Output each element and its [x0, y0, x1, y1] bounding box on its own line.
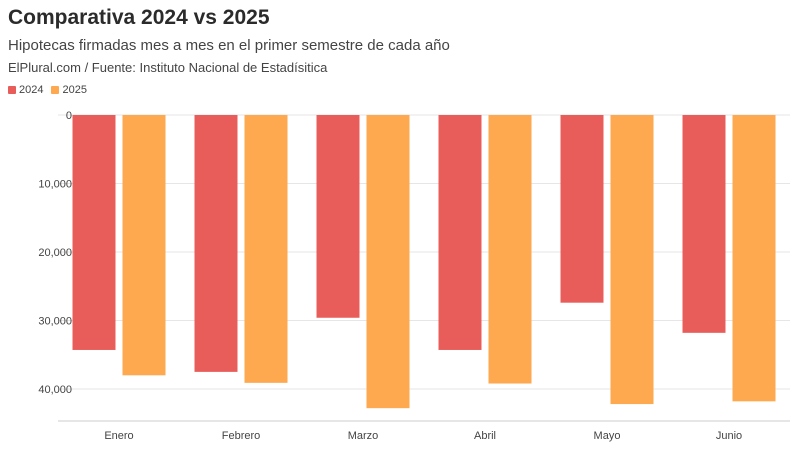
x-tick-label: Junio [716, 430, 742, 442]
bar-2024-junio[interactable] [682, 115, 726, 333]
bar-2025-enero[interactable] [122, 115, 166, 376]
y-tick-label: 30,000 [38, 316, 72, 328]
legend-swatch-2025 [51, 86, 60, 94]
chart-title: Comparativa 2024 vs 2025 [8, 6, 270, 29]
x-tick-label: Enero [104, 430, 133, 442]
bar-2024-enero[interactable] [72, 115, 116, 350]
chart-subtitle: Hipotecas firmadas mes a mes en el prime… [8, 37, 450, 54]
bar-2025-abril[interactable] [488, 115, 532, 384]
legend-label-2025: 2025 [62, 84, 87, 96]
bar-2024-abril[interactable] [438, 115, 482, 350]
x-tick-label: Abril [474, 430, 496, 442]
x-tick-label: Febrero [222, 430, 261, 442]
y-tick-label: 10,000 [38, 179, 72, 191]
bar-2025-junio[interactable] [732, 115, 776, 402]
y-tick-label: 20,000 [38, 247, 72, 259]
chart-legend: 2024 2025 [8, 84, 87, 96]
x-tick-label: Mayo [594, 430, 621, 442]
legend-label-2024: 2024 [19, 84, 44, 96]
bar-2024-mayo[interactable] [560, 115, 604, 303]
legend-item-2024[interactable]: 2024 [8, 84, 43, 96]
legend-item-2025[interactable]: 2025 [51, 84, 87, 96]
bar-2025-mayo[interactable] [610, 115, 654, 405]
bar-2025-marzo[interactable] [366, 115, 410, 409]
legend-swatch-2024 [8, 86, 16, 94]
bar-2024-marzo[interactable] [316, 115, 360, 318]
y-tick-label: 40,000 [38, 384, 72, 396]
y-tick-label: 0 [66, 110, 72, 122]
x-tick-label: Marzo [348, 430, 379, 442]
bar-2024-febrero[interactable] [194, 115, 238, 372]
chart-source: ElPlural.com / Fuente: Instituto Naciona… [8, 60, 328, 75]
bar-2025-febrero[interactable] [244, 115, 288, 383]
